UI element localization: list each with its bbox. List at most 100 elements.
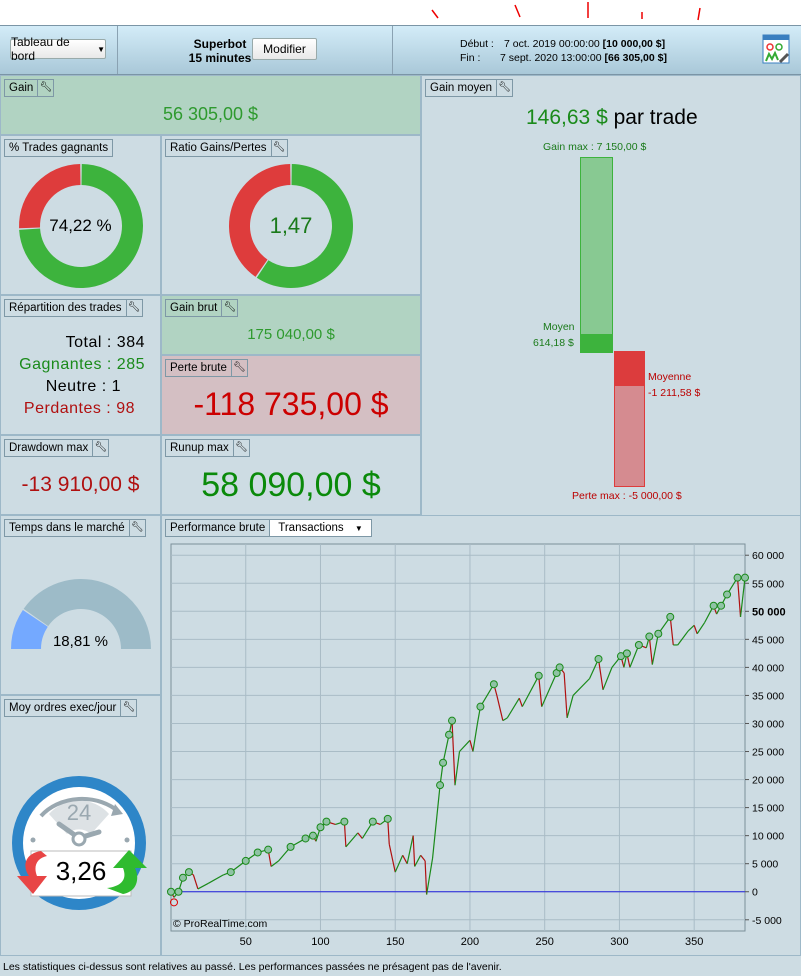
equity-segment-down: [402, 855, 408, 864]
win-pct-donut: [19, 164, 143, 288]
distribution-label: Répartition des trades: [9, 302, 122, 314]
orders-per-day-panel: Moy ordres exec/jour 🔧︎ 24 3,26: [0, 695, 161, 956]
total-row: Total : 384: [65, 334, 145, 351]
wrench-icon[interactable]: 🔧︎: [221, 300, 237, 316]
new-high-marker: [322, 817, 331, 826]
equity-segment-up: [479, 683, 495, 707]
y-tick-label: 5 000: [752, 859, 778, 871]
new-high-marker: [436, 781, 445, 790]
wrench-icon[interactable]: 🔧︎: [37, 80, 53, 96]
orders-per-day-tag: Moy ordres exec/jour 🔧︎: [4, 699, 138, 717]
equity-segment-up: [502, 717, 508, 722]
new-high-marker: [253, 848, 262, 857]
ratio-loss-slice: [229, 164, 291, 277]
loss-row: Perdantes : 98: [23, 400, 135, 417]
new-high-marker: [226, 868, 235, 877]
distribution-tag: Répartition des trades 🔧︎: [4, 299, 143, 317]
x-tick-label: 200: [461, 936, 479, 948]
modify-button[interactable]: Modifier: [252, 38, 317, 60]
low-marker: [169, 898, 178, 907]
y-tick-label: 25 000: [752, 747, 784, 759]
y-tick-label: 55 000: [752, 578, 784, 590]
y-tick-label: 20 000: [752, 775, 784, 787]
equity-segment-down: [563, 672, 568, 718]
strategy-name: Superbot: [193, 37, 247, 51]
new-high-marker: [383, 814, 392, 823]
clock-icon: 24: [12, 776, 147, 910]
equity-segment-down: [597, 658, 604, 690]
drawdown-label: Drawdown max: [9, 442, 89, 454]
equity-segment-down: [420, 854, 426, 862]
performance-panel: Performance brute Transactions ▼ 60 000 55…: [161, 515, 801, 956]
wrench-icon[interactable]: 🔧︎: [92, 440, 108, 456]
gross-loss-tag: Perte brute 🔧︎: [165, 359, 248, 377]
y-tick-label: 15 000: [752, 803, 784, 815]
avg-gain-value: 146,63 $: [526, 106, 608, 129]
equity-segment-down: [451, 720, 456, 786]
gross-gain-panel: Gain brut 🔧︎ 175 040,00 $: [161, 295, 421, 355]
equity-segment-up: [394, 855, 404, 873]
equity-segment-down: [412, 835, 416, 867]
equity-segment-up: [651, 633, 659, 665]
y-tick-label: 35 000: [752, 690, 784, 702]
x-tick-label: 100: [311, 936, 329, 948]
loss-label: Perdantes: [23, 400, 102, 417]
equity-segment-down: [648, 636, 653, 665]
report-settings-icon[interactable]: [762, 34, 792, 66]
neutral-label: Neutre: [45, 378, 97, 395]
win-value: 285: [116, 356, 145, 373]
equity-segment-down: [496, 695, 504, 721]
ratio-donut: [229, 164, 354, 288]
date-range: Début : 7 oct. 2019 00:00:00 [10 000,00 $…: [460, 37, 667, 65]
avg-loss-label: Moyenne: [648, 371, 692, 383]
new-high-marker: [634, 640, 643, 649]
x-tick-label: 50: [240, 936, 252, 948]
new-high-marker: [316, 823, 325, 832]
equity-segment-up: [426, 857, 434, 895]
y-tick-label: 10 000: [752, 831, 784, 843]
gross-loss-label: Perte brute: [170, 362, 227, 374]
wrench-icon[interactable]: 🔧︎: [232, 440, 249, 456]
toolbar: Tableau de bord ▼ Superbot 15 minutes Mo…: [0, 25, 801, 75]
orders-per-day-value: 3,26: [55, 856, 107, 886]
wrench-icon[interactable]: 🔧︎: [496, 80, 512, 96]
time-in-market-value: 18,81 %: [52, 633, 109, 650]
mode-select[interactable]: Transactions ▼: [269, 520, 371, 536]
equity-segment-up: [521, 675, 540, 707]
wrench-icon[interactable]: 🔧︎: [270, 140, 287, 156]
loss-value: 98: [116, 400, 135, 417]
dashboard-select[interactable]: Tableau de bord ▼: [10, 35, 106, 63]
win-row: Gagnantes : 285: [19, 356, 145, 373]
new-high-marker: [184, 868, 193, 877]
equity-segment-down: [538, 675, 543, 707]
ratio-label: Ratio Gains/Pertes: [170, 142, 267, 154]
new-high-marker: [448, 716, 457, 725]
equity-segment-up: [459, 739, 471, 752]
new-high-marker: [741, 573, 749, 582]
ratio-win-slice: [256, 164, 354, 288]
time-in-market-label: Temps dans le marché: [9, 522, 125, 534]
x-tick-label: 350: [685, 936, 703, 948]
new-high-marker: [555, 663, 564, 672]
wrench-icon[interactable]: 🔧︎: [230, 360, 247, 376]
wrench-icon[interactable]: 🔧︎: [125, 300, 142, 316]
gain-tag: Gain 🔧︎: [4, 79, 55, 97]
runup-tag: Runup max 🔧︎: [165, 439, 250, 457]
avg-win-label: Moyen: [543, 321, 575, 333]
new-high-marker: [622, 649, 631, 658]
distribution-list: Total : 384 Gagnantes : 285 Neutre : 1 P…: [19, 332, 145, 420]
equity-segment-up: [602, 667, 613, 691]
wrench-icon[interactable]: 🔧︎: [120, 700, 136, 716]
max-gain-label: Gain max : 7 150,00 $: [543, 141, 647, 153]
gross-loss-panel: Perte brute 🔧︎ -118 735,00 $: [161, 355, 421, 435]
equity-segment-up: [566, 695, 574, 719]
y-tick-label: 0: [752, 887, 758, 899]
end-label: Fin :: [460, 52, 481, 64]
avg-gain-panel: Gain moyen 🔧︎ 146,63 $ par trade Gain max…: [421, 75, 801, 516]
y-tick-label: 40 000: [752, 662, 784, 674]
equity-segment-up: [406, 835, 414, 864]
equity-segment-up: [442, 734, 450, 763]
start-date: 7 oct. 2019 00:00:00: [504, 38, 600, 50]
wrench-icon[interactable]: 🔧︎: [128, 520, 145, 536]
time-in-market-gauge: [11, 579, 151, 649]
